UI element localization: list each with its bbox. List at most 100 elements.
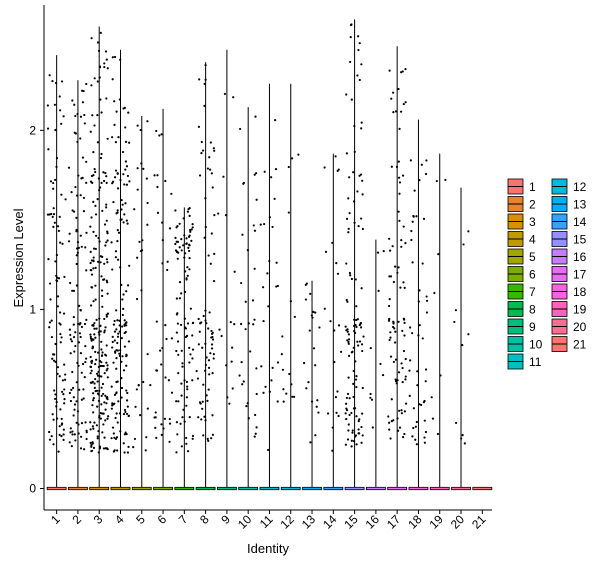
data-point (361, 412, 364, 415)
data-point (111, 78, 114, 81)
data-point (89, 365, 92, 368)
data-point (462, 243, 465, 246)
x-tick-label: 13 (299, 512, 319, 532)
data-point (54, 360, 57, 363)
data-point (161, 346, 164, 350)
legend-label: 6 (529, 268, 536, 282)
data-point (90, 269, 93, 272)
data-point (242, 181, 245, 184)
data-point (318, 326, 321, 329)
data-point (350, 445, 353, 448)
data-point (202, 149, 205, 152)
legend-item-15: 15 (551, 231, 587, 247)
data-point (401, 436, 405, 439)
data-point (201, 400, 204, 403)
data-point (213, 149, 216, 152)
data-point (160, 433, 163, 436)
data-point (244, 328, 247, 331)
data-point (204, 309, 207, 312)
data-point (77, 174, 80, 177)
violin-base (302, 486, 322, 491)
data-point (85, 318, 88, 321)
data-point (345, 396, 348, 400)
data-point (262, 391, 265, 394)
data-point (74, 344, 77, 348)
violin-group-12 (280, 83, 301, 491)
data-point (58, 425, 61, 428)
data-point (209, 168, 212, 171)
data-point (233, 323, 236, 326)
data-point (189, 353, 192, 356)
data-point (444, 178, 447, 182)
data-point (90, 369, 93, 372)
data-point (54, 178, 57, 182)
data-point (224, 214, 228, 217)
data-point (453, 320, 456, 324)
data-point (125, 219, 128, 222)
data-point (72, 335, 76, 339)
data-point (119, 58, 122, 61)
data-point (118, 98, 121, 101)
data-point (71, 386, 75, 390)
data-point (124, 140, 128, 143)
violin-group-17 (387, 46, 408, 491)
data-point (79, 194, 82, 197)
data-point (397, 210, 400, 213)
data-point (353, 330, 356, 333)
data-point (208, 373, 211, 376)
data-point (404, 101, 407, 104)
data-point (403, 410, 406, 413)
data-point (116, 229, 119, 232)
data-point (98, 375, 101, 378)
data-point (111, 56, 114, 59)
data-point (120, 386, 124, 390)
data-point (355, 385, 358, 389)
data-point (423, 419, 426, 422)
data-point (116, 239, 119, 243)
data-point (347, 376, 350, 379)
data-point (140, 249, 144, 252)
data-point (404, 357, 407, 361)
data-point (56, 276, 59, 279)
data-point (360, 127, 363, 130)
data-point (99, 31, 102, 34)
data-point (119, 266, 122, 269)
data-point (255, 392, 258, 396)
data-point (105, 58, 108, 61)
data-point (323, 307, 326, 310)
data-point (78, 388, 81, 391)
data-point (123, 433, 126, 436)
data-point (103, 331, 106, 334)
violin-base (365, 486, 386, 491)
legend-label: 21 (573, 338, 587, 352)
data-point (188, 214, 191, 217)
data-point (56, 295, 60, 298)
data-point (97, 236, 100, 240)
x-tick-label: 21 (469, 512, 489, 532)
data-point (463, 442, 466, 445)
data-point (83, 322, 87, 326)
data-point (188, 268, 191, 271)
legend-label: 18 (573, 285, 587, 299)
data-point (102, 364, 105, 368)
data-point (388, 421, 391, 424)
data-point (124, 160, 127, 163)
data-point (114, 250, 118, 253)
data-point (353, 318, 356, 321)
data-point (183, 379, 186, 382)
data-point (178, 297, 182, 300)
data-point (267, 448, 270, 452)
data-point (431, 417, 435, 420)
data-point (92, 267, 95, 270)
data-point (336, 272, 340, 275)
data-point (267, 305, 270, 308)
data-point (264, 385, 267, 388)
data-point (246, 248, 249, 252)
data-point (114, 169, 118, 172)
data-point (81, 89, 84, 92)
data-point (71, 209, 74, 212)
data-point (181, 416, 184, 419)
data-point (79, 308, 82, 312)
data-point (186, 385, 189, 388)
